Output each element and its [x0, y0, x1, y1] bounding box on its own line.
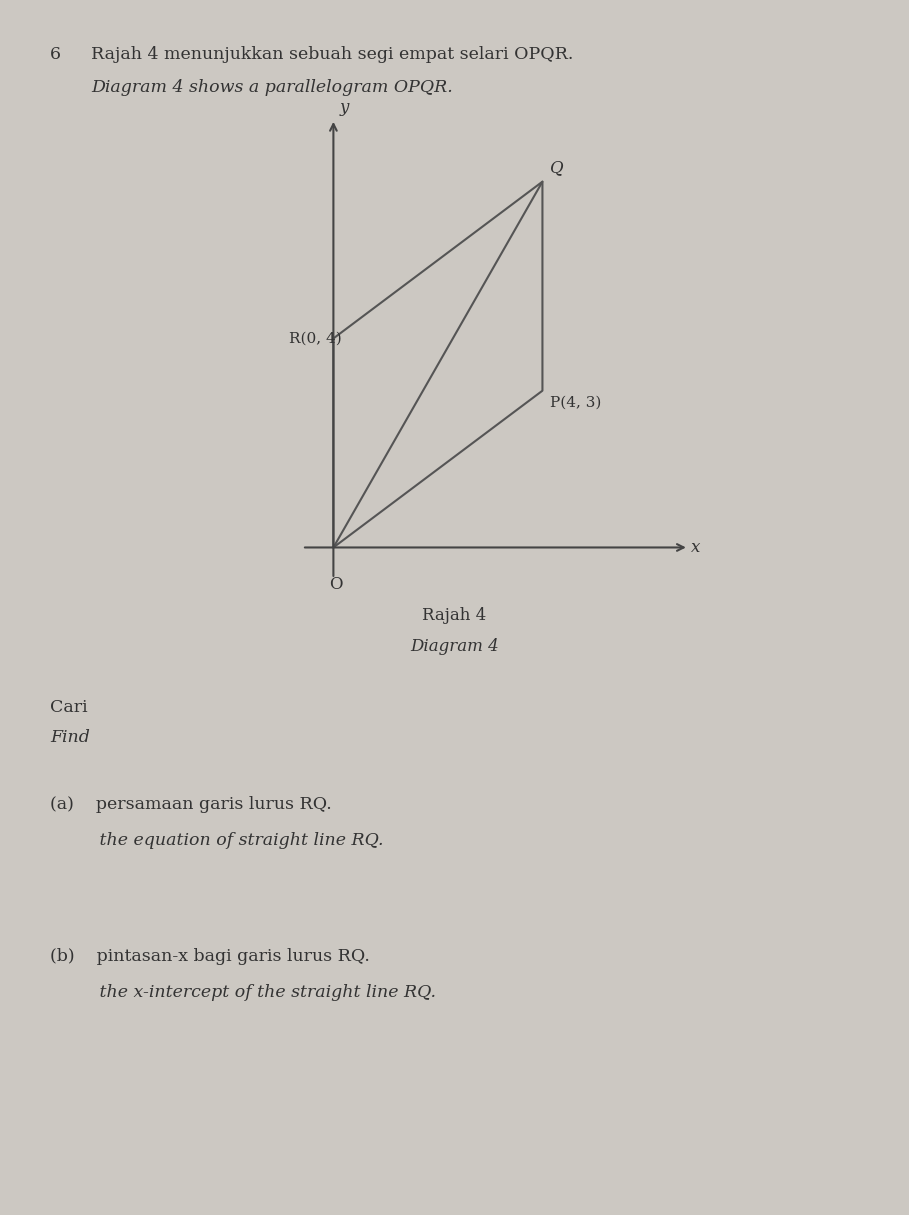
Text: the equation of straight line RQ.: the equation of straight line RQ.: [50, 832, 384, 849]
Text: Rajah 4 menunjukkan sebuah segi empat selari OPQR.: Rajah 4 menunjukkan sebuah segi empat se…: [91, 46, 574, 63]
Text: 6: 6: [50, 46, 61, 63]
Text: O: O: [329, 576, 343, 593]
Text: (b)    pintasan-x bagi garis lurus RQ.: (b) pintasan-x bagi garis lurus RQ.: [50, 948, 370, 965]
Text: Diagram 4 shows a parallelogram OPQR.: Diagram 4 shows a parallelogram OPQR.: [91, 79, 453, 96]
Text: P(4, 3): P(4, 3): [550, 396, 602, 409]
Text: Rajah 4: Rajah 4: [423, 608, 486, 625]
Text: x: x: [692, 539, 701, 556]
Text: y: y: [340, 100, 349, 117]
Text: Diagram 4: Diagram 4: [410, 638, 499, 655]
Text: Q: Q: [550, 159, 564, 176]
Text: Cari: Cari: [50, 699, 87, 716]
Text: R(0, 4): R(0, 4): [289, 332, 342, 345]
Text: (a)    persamaan garis lurus RQ.: (a) persamaan garis lurus RQ.: [50, 796, 332, 813]
Text: the x-intercept of the straight line RQ.: the x-intercept of the straight line RQ.: [50, 984, 436, 1001]
Text: Find: Find: [50, 729, 90, 746]
